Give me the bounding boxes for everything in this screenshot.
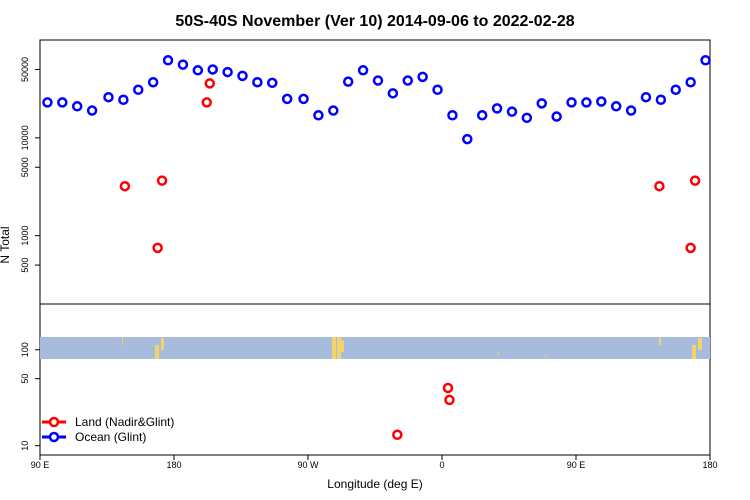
chart-title: 50S-40S November (Ver 10) 2014-09-06 to … bbox=[175, 13, 574, 30]
land-patch bbox=[332, 337, 336, 359]
land-point-upper bbox=[689, 175, 701, 186]
ocean-point-upper bbox=[57, 97, 68, 108]
y-axis-label: N Total bbox=[0, 226, 12, 263]
x-tick-label: 180 bbox=[166, 460, 181, 470]
upper-y-tick-label: 50000 bbox=[20, 57, 30, 82]
ocean-point-upper bbox=[133, 84, 144, 96]
lower-points bbox=[392, 382, 455, 441]
land-patch bbox=[161, 338, 164, 350]
ocean-point-upper bbox=[447, 110, 458, 121]
ocean-point-upper bbox=[118, 94, 129, 105]
land-patch bbox=[498, 352, 499, 355]
land-point-upper bbox=[156, 175, 168, 186]
ocean-point-upper bbox=[42, 97, 53, 108]
x-tick-label: 90 E bbox=[31, 460, 50, 470]
ocean-point-upper bbox=[491, 103, 503, 114]
land-ocean-band bbox=[40, 337, 710, 359]
ocean-point-upper bbox=[581, 97, 592, 108]
land-patch bbox=[659, 337, 661, 345]
x-tick-label: 90 W bbox=[297, 460, 319, 470]
ocean-point-upper bbox=[281, 93, 293, 105]
ocean-point-upper bbox=[147, 76, 159, 88]
land-patch bbox=[698, 338, 702, 350]
ocean-point-upper bbox=[596, 96, 607, 107]
ocean-point-upper bbox=[298, 93, 309, 105]
land-patch bbox=[545, 355, 546, 358]
x-axis: 90 E 180 90 W 0 90 E 180 bbox=[31, 455, 718, 470]
ocean-point-upper bbox=[86, 105, 98, 116]
ocean-point-upper bbox=[506, 106, 518, 117]
ocean-point-upper bbox=[328, 105, 339, 116]
ocean-band bbox=[40, 337, 710, 359]
land-point-upper bbox=[204, 78, 215, 89]
ocean-point-upper bbox=[476, 110, 488, 121]
lower-panel-frame bbox=[39, 303, 711, 456]
ocean-point-upper bbox=[313, 110, 324, 121]
legend: Land (Nadir&Glint) Ocean (Glint) bbox=[42, 415, 174, 444]
legend-land-marker bbox=[48, 416, 60, 428]
ocean-point-upper bbox=[222, 66, 233, 78]
ocean-point-upper bbox=[177, 59, 189, 70]
ocean-point-upper bbox=[207, 64, 218, 75]
land-point-upper bbox=[201, 97, 213, 108]
land-patch bbox=[122, 337, 123, 345]
upper-y-tick-label: 10000 bbox=[20, 125, 30, 150]
lower-y-tick-label: 50 bbox=[20, 374, 30, 384]
lower-y-tick-label: 100 bbox=[20, 342, 30, 357]
x-tick-label: 0 bbox=[439, 460, 444, 470]
ocean-point-upper bbox=[267, 77, 278, 89]
ocean-point-upper bbox=[610, 101, 622, 112]
land-patch bbox=[692, 345, 696, 359]
legend-ocean-marker bbox=[48, 431, 60, 443]
legend-ocean-label: Ocean (Glint) bbox=[75, 430, 146, 444]
land-point-upper bbox=[685, 242, 696, 254]
ocean-point-upper bbox=[252, 76, 263, 88]
ocean-point-upper bbox=[625, 105, 637, 116]
ocean-point-upper bbox=[655, 94, 667, 105]
ocean-point-upper bbox=[670, 84, 682, 96]
land-patch bbox=[155, 345, 159, 359]
lower-y-axis: 10 50 100 bbox=[20, 342, 40, 451]
legend-land-label: Land (Nadir&Glint) bbox=[75, 415, 174, 429]
ocean-point-upper bbox=[357, 65, 369, 76]
ocean-point-upper bbox=[521, 112, 533, 124]
upper-y-tick-label: 500 bbox=[20, 258, 30, 273]
upper-y-axis: 500 1000 5000 10000 50000 bbox=[20, 57, 40, 273]
ocean-point-upper bbox=[192, 65, 204, 76]
land-patch bbox=[337, 337, 341, 359]
upper-y-tick-label: 1000 bbox=[20, 226, 30, 246]
lower-y-tick-label: 10 bbox=[20, 441, 30, 451]
ocean-point-upper bbox=[566, 97, 577, 108]
upper-y-tick-label: 5000 bbox=[20, 157, 30, 177]
ocean-point-upper bbox=[162, 55, 174, 66]
land-point-lower bbox=[442, 382, 454, 394]
land-point-upper bbox=[654, 180, 665, 192]
land-point-lower bbox=[444, 394, 455, 406]
upper-points bbox=[42, 55, 711, 254]
land-point-upper bbox=[119, 180, 131, 192]
ocean-point-upper bbox=[71, 101, 83, 112]
ocean-point-upper bbox=[387, 88, 399, 99]
x-tick-label: 180 bbox=[702, 460, 717, 470]
x-tick-label: 90 E bbox=[567, 460, 586, 470]
land-patch bbox=[341, 340, 344, 352]
land-point-upper bbox=[152, 242, 163, 254]
ocean-point-upper bbox=[342, 76, 354, 87]
ocean-point-upper bbox=[536, 98, 548, 109]
ocean-point-upper bbox=[462, 133, 473, 145]
ocean-point-upper bbox=[103, 91, 114, 103]
ocean-point-upper bbox=[551, 111, 562, 122]
ocean-point-upper bbox=[402, 75, 414, 86]
ocean-point-upper bbox=[372, 75, 384, 86]
ocean-point-upper bbox=[417, 71, 428, 83]
ocean-point-upper bbox=[432, 84, 443, 96]
ocean-point-upper bbox=[237, 70, 248, 82]
ocean-point-upper bbox=[700, 55, 711, 66]
ocean-point-upper bbox=[640, 91, 652, 103]
land-point-lower bbox=[392, 429, 403, 441]
ocean-point-upper bbox=[685, 76, 696, 88]
x-axis-label: Longitude (deg E) bbox=[327, 477, 422, 491]
